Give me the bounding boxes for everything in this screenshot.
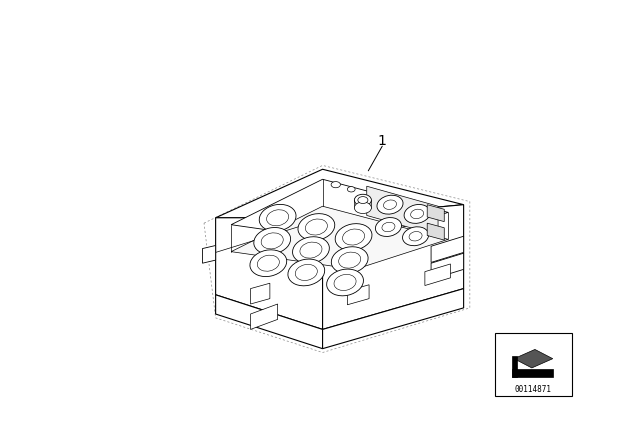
- Polygon shape: [231, 179, 448, 242]
- Polygon shape: [514, 349, 553, 368]
- Ellipse shape: [358, 197, 368, 203]
- Ellipse shape: [254, 228, 291, 254]
- Ellipse shape: [403, 227, 429, 246]
- Ellipse shape: [355, 202, 371, 214]
- Polygon shape: [348, 285, 369, 305]
- Ellipse shape: [259, 204, 296, 231]
- Ellipse shape: [331, 181, 340, 188]
- Text: 00114871: 00114871: [515, 385, 552, 394]
- Ellipse shape: [335, 224, 372, 250]
- Ellipse shape: [404, 204, 430, 224]
- Polygon shape: [367, 186, 438, 236]
- Polygon shape: [431, 236, 463, 263]
- Ellipse shape: [332, 247, 368, 273]
- Polygon shape: [323, 205, 463, 329]
- Polygon shape: [323, 289, 463, 349]
- Ellipse shape: [348, 186, 355, 192]
- Polygon shape: [511, 356, 517, 377]
- Ellipse shape: [355, 194, 371, 206]
- Polygon shape: [231, 206, 448, 269]
- Polygon shape: [428, 205, 444, 222]
- Polygon shape: [250, 304, 278, 329]
- Text: 1: 1: [378, 134, 387, 148]
- Ellipse shape: [292, 237, 330, 263]
- Polygon shape: [216, 169, 463, 218]
- Polygon shape: [216, 218, 323, 329]
- Polygon shape: [216, 295, 323, 349]
- Ellipse shape: [326, 269, 364, 296]
- Ellipse shape: [288, 259, 324, 286]
- Bar: [495, 332, 572, 396]
- Polygon shape: [511, 370, 553, 377]
- Ellipse shape: [250, 250, 287, 276]
- Polygon shape: [425, 264, 451, 285]
- Ellipse shape: [377, 195, 403, 214]
- Polygon shape: [428, 223, 444, 240]
- Ellipse shape: [376, 218, 401, 237]
- Polygon shape: [431, 253, 463, 280]
- Polygon shape: [202, 246, 216, 263]
- Ellipse shape: [298, 214, 335, 241]
- Polygon shape: [250, 283, 270, 304]
